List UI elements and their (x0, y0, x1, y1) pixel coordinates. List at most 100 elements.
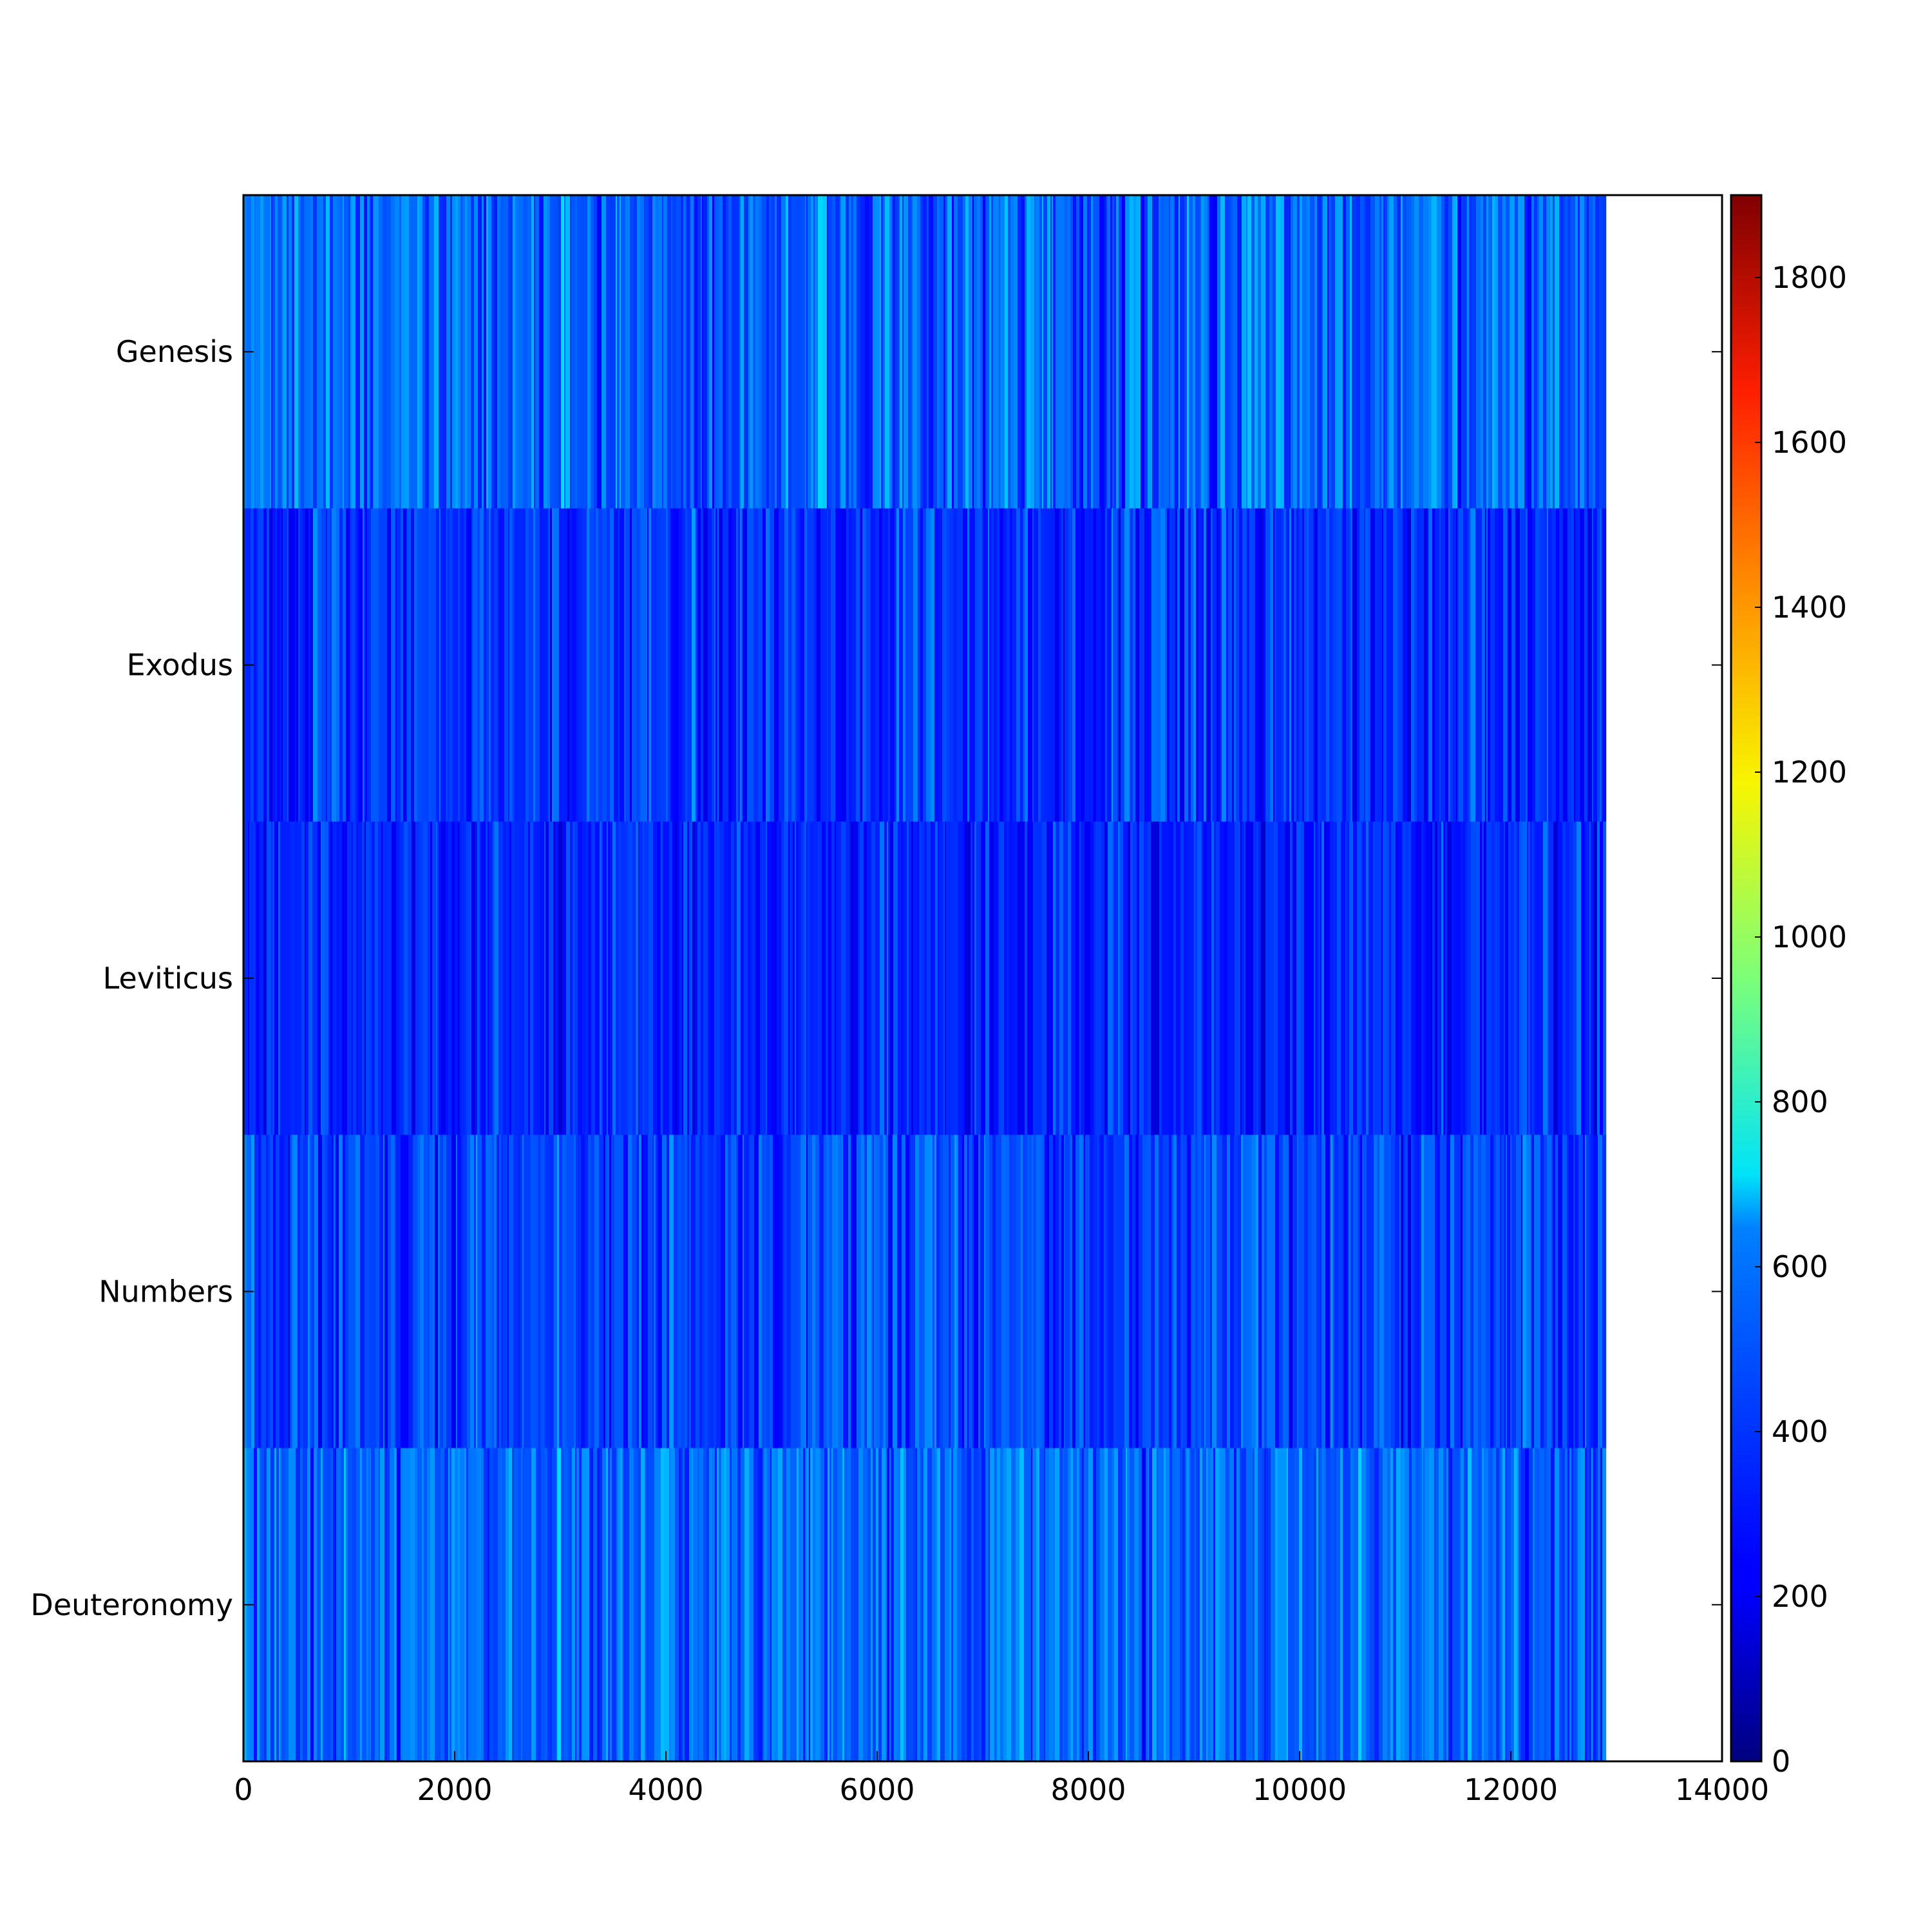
heatmap-cell (1104, 821, 1108, 1135)
heatmap-cell (669, 821, 673, 1135)
heatmap-cell (1573, 821, 1577, 1135)
heatmap-cell (565, 195, 571, 509)
heatmap-cell (1175, 1448, 1179, 1762)
heatmap-cell (346, 1448, 348, 1762)
heatmap-cell (1597, 821, 1600, 1135)
heatmap-cell (1120, 1135, 1125, 1449)
heatmap-cell (303, 1135, 308, 1449)
heatmap-cell (1220, 195, 1226, 509)
heatmap-cell (495, 821, 499, 1135)
heatmap-cell (554, 1135, 558, 1449)
heatmap-cell (430, 195, 435, 509)
y-tick-label: Exodus (127, 648, 233, 683)
heatmap-cell (1571, 195, 1576, 509)
heatmap-cell (1175, 508, 1178, 822)
heatmap-cell (489, 508, 491, 822)
heatmap-cell (1144, 195, 1148, 509)
heatmap-cell (354, 821, 357, 1135)
heatmap-cell (929, 1135, 933, 1449)
heatmap-cell (524, 821, 529, 1135)
heatmap-cell (687, 1135, 690, 1449)
heatmap-cell (1068, 508, 1073, 822)
heatmap-cell (1180, 195, 1185, 509)
heatmap-cell (1169, 195, 1171, 509)
heatmap-cell (1128, 821, 1131, 1135)
heatmap-cell (731, 1135, 735, 1449)
heatmap-cell (920, 1448, 924, 1762)
heatmap-cell (831, 1448, 833, 1762)
heatmap-cell (1130, 195, 1134, 509)
heatmap-cell (736, 508, 739, 822)
heatmap-cell (284, 1135, 289, 1449)
heatmap-cell (289, 1135, 290, 1449)
heatmap-cell (1602, 1448, 1607, 1762)
heatmap-cell (971, 821, 973, 1135)
heatmap-cell (1350, 508, 1352, 822)
heatmap-cell (908, 195, 912, 509)
heatmap-cell (1143, 508, 1145, 822)
heatmap-cell (559, 1135, 563, 1449)
heatmap-cell (1577, 821, 1582, 1135)
heatmap-cell (1012, 1135, 1017, 1449)
heatmap-cell (1023, 508, 1025, 822)
heatmap-cell (781, 821, 784, 1135)
heatmap-cell (1260, 1135, 1262, 1449)
heatmap-cell (596, 508, 599, 822)
heatmap-cell (280, 1448, 282, 1762)
heatmap-cell (1347, 1135, 1349, 1449)
heatmap-cell (482, 1135, 486, 1449)
heatmap-cell (744, 821, 748, 1135)
heatmap-cell (348, 195, 351, 509)
heatmap-cell (529, 1448, 532, 1762)
heatmap-cell (1414, 1135, 1417, 1449)
heatmap-cell (882, 1448, 886, 1762)
heatmap-cell (775, 1135, 780, 1449)
heatmap-cell (859, 508, 861, 822)
heatmap-cell (350, 195, 353, 509)
heatmap-cell (1364, 508, 1366, 822)
heatmap-cell (682, 508, 686, 822)
heatmap-cell (1316, 1448, 1319, 1762)
heatmap-cell (360, 195, 365, 509)
heatmap-cell (298, 195, 301, 509)
heatmap-cell (278, 821, 281, 1135)
heatmap-cell (1543, 195, 1547, 509)
heatmap-cell (759, 1448, 763, 1762)
heatmap-cell (1072, 508, 1076, 822)
heatmap-cell (435, 1448, 440, 1762)
heatmap-cell (1594, 1448, 1596, 1762)
heatmap-cell (610, 821, 613, 1135)
heatmap-cell (498, 1448, 503, 1762)
heatmap-cell (1470, 1135, 1474, 1449)
heatmap-cell (1209, 195, 1214, 509)
heatmap-cell (1520, 508, 1522, 822)
heatmap-cell (261, 1135, 263, 1449)
heatmap-cell (1081, 508, 1085, 822)
heatmap-cell (429, 195, 431, 509)
heatmap-cell (1243, 1135, 1248, 1449)
heatmap-cell (502, 1448, 506, 1762)
heatmap-cell (1301, 821, 1305, 1135)
heatmap-cell (475, 1448, 478, 1762)
heatmap-cell (1383, 821, 1387, 1135)
heatmap-cell (622, 1448, 624, 1762)
heatmap-cell (335, 1448, 337, 1762)
heatmap-cell (1441, 195, 1445, 509)
heatmap-cell (1207, 821, 1212, 1135)
heatmap-cell (890, 821, 894, 1135)
heatmap-cell (1216, 821, 1220, 1135)
heatmap-cell (775, 1448, 779, 1762)
heatmap-cell (952, 195, 954, 509)
heatmap-cell (574, 1135, 576, 1449)
heatmap-cell (512, 1448, 515, 1762)
heatmap-cell (496, 195, 498, 509)
heatmap-cell (1146, 1135, 1151, 1449)
heatmap-cell (1259, 508, 1264, 822)
heatmap-cell (649, 195, 650, 509)
heatmap-cell (1021, 508, 1023, 822)
heatmap-cell (1265, 1448, 1269, 1762)
heatmap-cell (920, 508, 923, 822)
heatmap-cell (1331, 195, 1336, 509)
heatmap-cell (846, 821, 850, 1135)
